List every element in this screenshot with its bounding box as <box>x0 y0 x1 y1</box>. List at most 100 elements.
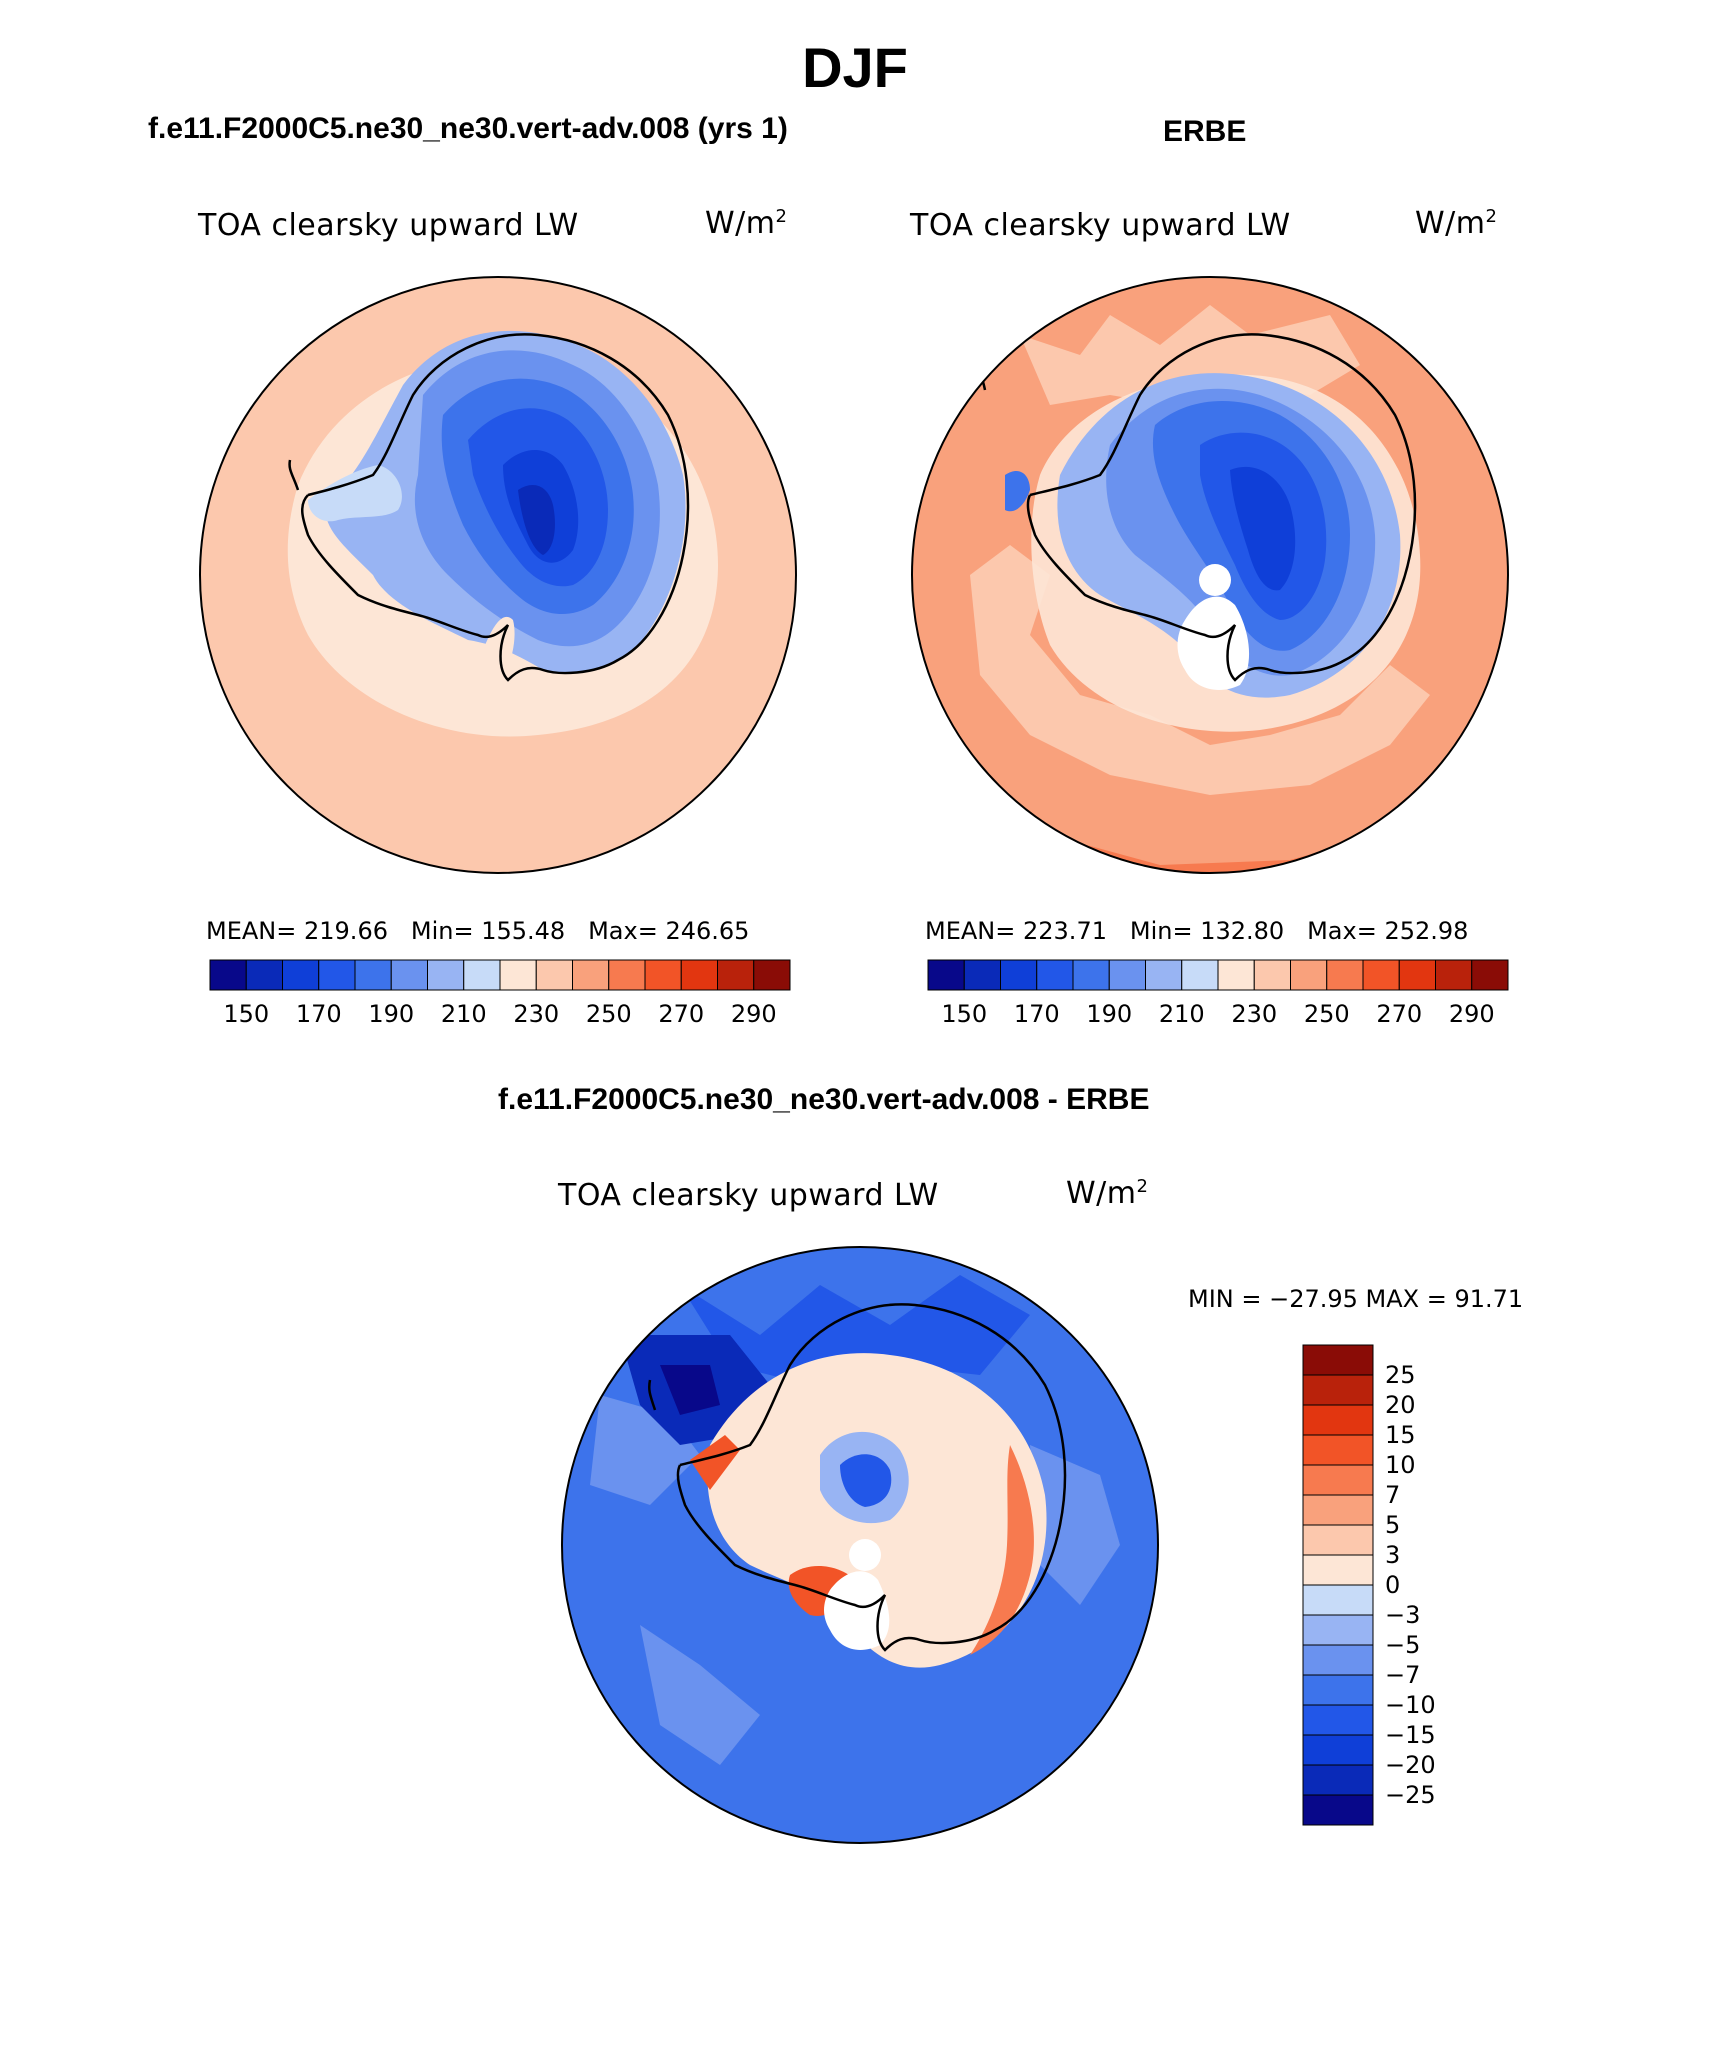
positive-anomaly-region <box>970 1445 1034 1655</box>
peninsula-region <box>308 465 402 522</box>
colorbar-swatch <box>1302 1734 1374 1766</box>
colorbar-tick-label: −10 <box>1385 1691 1436 1719</box>
colorbar-swatch <box>680 959 718 991</box>
panel1-map <box>199 276 797 874</box>
colorbar-tick-label: 3 <box>1385 1541 1401 1569</box>
colorbar-swatch <box>1108 959 1146 991</box>
colorbar-swatch <box>282 959 320 991</box>
panel1-units: W/m2 <box>705 206 788 241</box>
colorbar-swatch <box>1302 1374 1374 1406</box>
colorbar-tick-label: 210 <box>1158 1000 1205 1028</box>
colorbar-tick-label: 270 <box>1376 1000 1423 1028</box>
panel1-variable-label: TOA clearsky upward LW <box>198 208 579 243</box>
negative-anomaly-patch <box>640 1625 760 1765</box>
panel1-stats: MEAN= 219.66 Min= 155.48 Max= 246.65 <box>206 917 750 945</box>
colorbar-swatch <box>1471 959 1509 991</box>
panel3-colorbar-ticks: 25 20 15 10 7 5 3 0 −3 −5 −7 −10 −15 −20 −25 <box>1385 1345 1465 1825</box>
panel3-heading: f.e11.F2000C5.ne30_ne30.vert-adv.008 - E… <box>498 1083 1150 1116</box>
panel2-units: W/m2 <box>1415 206 1498 241</box>
colorbar-tick-label: 150 <box>941 1000 988 1028</box>
colorbar-tick-label: −5 <box>1385 1631 1421 1659</box>
colorbar-swatch <box>753 959 791 991</box>
panel2-colorbar-ticks: 150 170 190 210 230 250 270 290 <box>928 1000 1508 1030</box>
colorbar-swatch <box>1302 1344 1374 1376</box>
panel1-heading: f.e11.F2000C5.ne30_ne30.vert-adv.008 (yr… <box>148 112 788 145</box>
cool-ocean-patch <box>970 545 1430 795</box>
panel3-map <box>561 1246 1159 1844</box>
colorbar-swatch <box>717 959 755 991</box>
page-title: DJF <box>802 36 908 99</box>
negative-anomaly-patch <box>660 1365 720 1415</box>
colorbar-tick-label: 290 <box>1448 1000 1495 1028</box>
colorbar-swatch <box>1181 959 1219 991</box>
negative-anomaly-patch <box>1030 1445 1120 1605</box>
ross-sea-notch <box>483 616 515 682</box>
antarctica-interior <box>1230 466 1296 591</box>
colorbar-swatch <box>1302 1464 1374 1496</box>
colorbar-tick-label: 170 <box>1013 1000 1060 1028</box>
colorbar-tick-label: 25 <box>1385 1361 1416 1389</box>
colorbar-swatch <box>608 959 646 991</box>
coastline <box>288 333 690 682</box>
colorbar-tick-label: 210 <box>440 1000 487 1028</box>
colorbar-swatch <box>1302 1434 1374 1466</box>
panel2-map <box>911 276 1509 874</box>
panel3-colorbar <box>1302 1344 1374 1826</box>
colorbar-swatch <box>1000 959 1038 991</box>
colorbar-swatch <box>1036 959 1074 991</box>
colorbar-tick-label: 20 <box>1385 1391 1416 1419</box>
negative-anomaly-patch <box>680 1275 1030 1385</box>
colorbar-tick-label: 290 <box>730 1000 777 1028</box>
colorbar-swatch <box>572 959 610 991</box>
colorbar-swatch <box>1435 959 1473 991</box>
colorbar-swatch <box>1302 1524 1374 1556</box>
panel1-colorbar-ticks: 150 170 190 210 230 250 270 290 <box>210 1000 790 1030</box>
colorbar-swatch <box>1302 1584 1374 1616</box>
ross-sea-gap <box>824 1571 890 1650</box>
colorbar-swatch <box>1302 1494 1374 1526</box>
colorbar-tick-label: −15 <box>1385 1721 1436 1749</box>
colorbar-swatch <box>390 959 428 991</box>
colorbar-swatch <box>427 959 465 991</box>
colorbar-swatch <box>1253 959 1291 991</box>
panel2-heading: ERBE <box>1163 115 1247 148</box>
colorbar-tick-label: 150 <box>223 1000 270 1028</box>
colorbar-swatch <box>1302 1554 1374 1586</box>
colorbar-swatch <box>1398 959 1436 991</box>
colorbar-swatch <box>354 959 392 991</box>
panel1-colorbar <box>209 959 791 991</box>
colorbar-swatch <box>1326 959 1364 991</box>
colorbar-tick-label: 270 <box>658 1000 705 1028</box>
colorbar-tick-label: 230 <box>513 1000 560 1028</box>
panel3-units: W/m2 <box>1066 1176 1149 1211</box>
negative-anomaly-interior <box>840 1454 892 1507</box>
colorbar-swatch <box>1217 959 1255 991</box>
colorbar-tick-label: 230 <box>1231 1000 1278 1028</box>
colorbar-swatch <box>1302 1704 1374 1736</box>
pole-hole <box>1199 564 1231 596</box>
colorbar-tick-label: 190 <box>368 1000 415 1028</box>
antarctica-interior <box>518 485 555 555</box>
colorbar-swatch <box>499 959 537 991</box>
colorbar-swatch <box>209 959 247 991</box>
panel2-stats: MEAN= 223.71 Min= 132.80 Max= 252.98 <box>925 917 1469 945</box>
colorbar-tick-label: 5 <box>1385 1511 1401 1539</box>
colorbar-swatch <box>1302 1404 1374 1436</box>
colorbar-tick-label: 250 <box>585 1000 632 1028</box>
colorbar-swatch <box>1072 959 1110 991</box>
colorbar-swatch <box>463 959 501 991</box>
colorbar-tick-label: 7 <box>1385 1481 1401 1509</box>
positive-anomaly-region <box>690 1435 740 1490</box>
colorbar-swatch <box>927 959 965 991</box>
colorbar-tick-label: −3 <box>1385 1601 1421 1629</box>
colorbar-swatch <box>1302 1614 1374 1646</box>
colorbar-tick-label: −25 <box>1385 1781 1436 1809</box>
panel2-variable-label: TOA clearsky upward LW <box>910 208 1291 243</box>
coastline <box>647 1303 1067 1652</box>
pole-hole <box>849 1539 881 1571</box>
panel2-colorbar <box>927 959 1509 991</box>
colorbar-tick-label: 0 <box>1385 1571 1401 1599</box>
ross-sea-gap <box>1177 596 1250 690</box>
peninsula-region <box>1005 470 1030 512</box>
colorbar-swatch <box>1302 1644 1374 1676</box>
